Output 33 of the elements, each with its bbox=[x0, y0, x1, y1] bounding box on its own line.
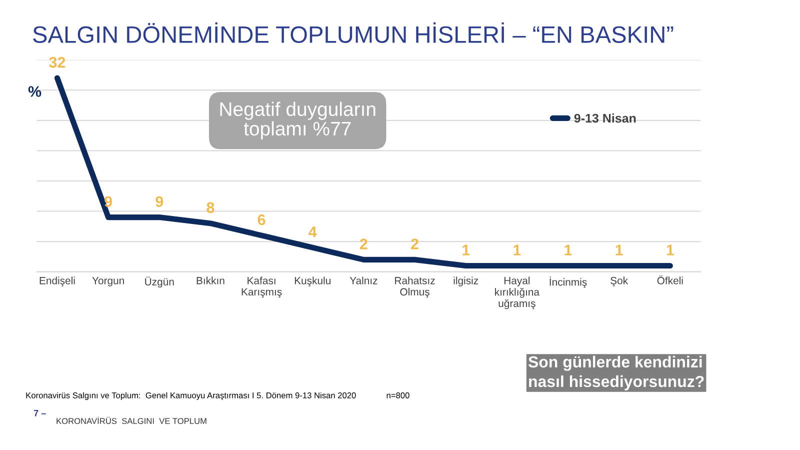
data-label: 2 bbox=[360, 238, 368, 250]
x-tick-label: Kafası Karışmış bbox=[242, 276, 282, 298]
data-label: 1 bbox=[514, 244, 521, 256]
text: Son günlerde kendinizi nasıl hissediyorsunuz? bbox=[528, 356, 704, 390]
x-tick-label: Yorgun bbox=[92, 277, 124, 286]
data-label: 1 bbox=[666, 244, 674, 256]
x-tick-label: Rahatsız Olmuş bbox=[395, 276, 435, 298]
data-label: 32 bbox=[49, 56, 66, 68]
text: Koronavirüs Salgını ve Toplum: Genel Kamuoyu Araştırması I 5. Dönem 9-13 Nisan 2020 n=800 bbox=[26, 392, 410, 400]
x-tick-label: Kuşkulu bbox=[294, 276, 330, 286]
data-label: 2 bbox=[411, 238, 418, 250]
text: 7 – bbox=[34, 410, 46, 416]
data-label: 9 bbox=[156, 196, 164, 208]
data-label: 6 bbox=[258, 214, 266, 226]
chart-title: SALGIN DÖNEMİNDE TOPLUMUN HİSLERİ – “EN BASKIN” bbox=[33, 22, 674, 43]
data-label: 1 bbox=[462, 244, 470, 256]
x-tick-label: ilgisiz bbox=[454, 276, 478, 286]
data-label: 4 bbox=[308, 226, 317, 238]
x-tick-label: Yalnız bbox=[350, 276, 378, 284]
data-label: 8 bbox=[206, 202, 214, 214]
x-tick-label: Endişeli bbox=[40, 276, 75, 286]
x-tick-label: Bıkkın bbox=[196, 276, 224, 284]
legend-label: 9-13 Nisan bbox=[574, 113, 636, 123]
x-tick-label: Hayal kırıklığına uğramış bbox=[495, 276, 540, 310]
data-label: 1 bbox=[564, 244, 572, 256]
y-axis-title: % bbox=[28, 86, 42, 97]
data-label: 1 bbox=[616, 244, 623, 256]
x-tick-label: Şok bbox=[610, 276, 628, 286]
text: KORONAVİRÜS SALGINI VE TOPLUM bbox=[56, 416, 206, 424]
x-tick-label: Üzgün bbox=[145, 276, 174, 288]
x-tick-label: İncinmiş bbox=[550, 276, 587, 288]
x-tick-label: Öfkeli bbox=[657, 275, 683, 284]
annotation: Negatif duyguların toplamı %77 bbox=[220, 102, 376, 140]
